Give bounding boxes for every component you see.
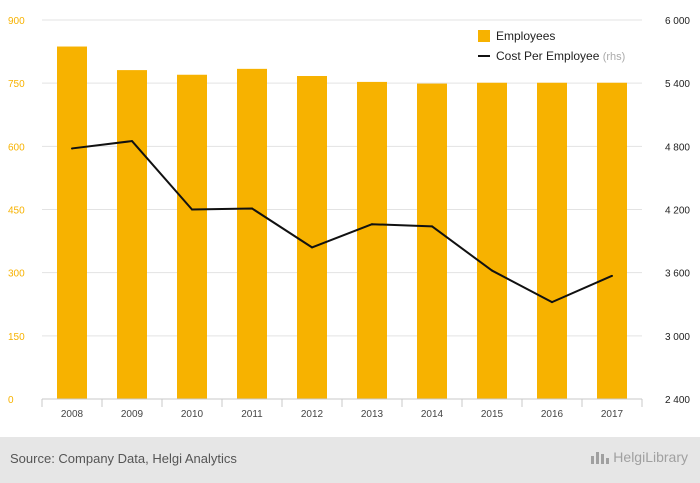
y-left-tick-label: 0 [8, 395, 14, 406]
legend-swatch-employees [478, 30, 490, 42]
y-right-tick-label: 3 600 [665, 269, 690, 280]
y-left-tick-label: 600 [8, 142, 25, 153]
bar [297, 76, 327, 399]
bar [537, 82, 567, 400]
x-tick-label: 2011 [241, 409, 263, 420]
brand-logo[interactable]: HelgiLibrary [591, 449, 688, 465]
library-icon [591, 450, 610, 464]
x-tick-label: 2013 [361, 409, 384, 420]
cost-per-employee-line [71, 140, 613, 304]
x-tick-label: 2010 [181, 409, 204, 420]
y-right-tick-label: 5 400 [665, 79, 690, 90]
line-point [611, 274, 613, 277]
line-point [311, 246, 313, 249]
line-point [131, 140, 133, 143]
line-point [551, 301, 553, 304]
line-point [491, 269, 493, 272]
y-right-tick-label: 6 000 [665, 16, 690, 27]
y-left-tick-label: 450 [8, 206, 25, 217]
line-point [191, 208, 193, 211]
y-left-tick-label: 750 [8, 79, 25, 90]
x-tick-label: 2012 [301, 409, 324, 420]
x-tick-label: 2017 [601, 409, 624, 420]
bar [117, 70, 147, 400]
y-right-tick-label: 4 800 [665, 142, 690, 153]
source-note: Source: Company Data, Helgi Analytics [10, 451, 237, 466]
line-point [371, 223, 373, 226]
y-right-tick-label: 4 200 [665, 206, 690, 217]
bar [177, 74, 207, 399]
x-tick-label: 2016 [541, 409, 564, 420]
bar [477, 82, 507, 400]
legend-label-cost: Cost Per Employee (rhs) [496, 49, 625, 63]
y-left-tick-label: 900 [8, 16, 25, 27]
x-tick-label: 2014 [421, 409, 444, 420]
bar [237, 68, 267, 400]
x-tick-label: 2008 [61, 409, 84, 420]
y-left-tick-label: 300 [8, 269, 25, 280]
bar [417, 83, 447, 400]
combo-chart: 0 150 300 450 600 750 900 2 400 3 000 3 600 4 200 4… [8, 16, 690, 420]
bar [357, 81, 387, 400]
legend-label-employees: Employees [496, 29, 555, 43]
line-point [431, 225, 433, 228]
footer: Source: Company Data, Helgi Analytics He… [0, 437, 700, 483]
y-left-tick-label: 150 [8, 332, 25, 343]
bar [597, 82, 627, 400]
brand-name: HelgiLibrary [613, 449, 688, 465]
legend-rhs-suffix: (rhs) [603, 51, 626, 63]
y-right-tick-label: 2 400 [665, 395, 690, 406]
bar [57, 46, 87, 399]
line-point [71, 147, 73, 150]
x-tick-label: 2015 [481, 409, 504, 420]
line-point [251, 207, 253, 210]
y-right-tick-label: 3 000 [665, 332, 690, 343]
x-tick-label: 2009 [121, 409, 144, 420]
